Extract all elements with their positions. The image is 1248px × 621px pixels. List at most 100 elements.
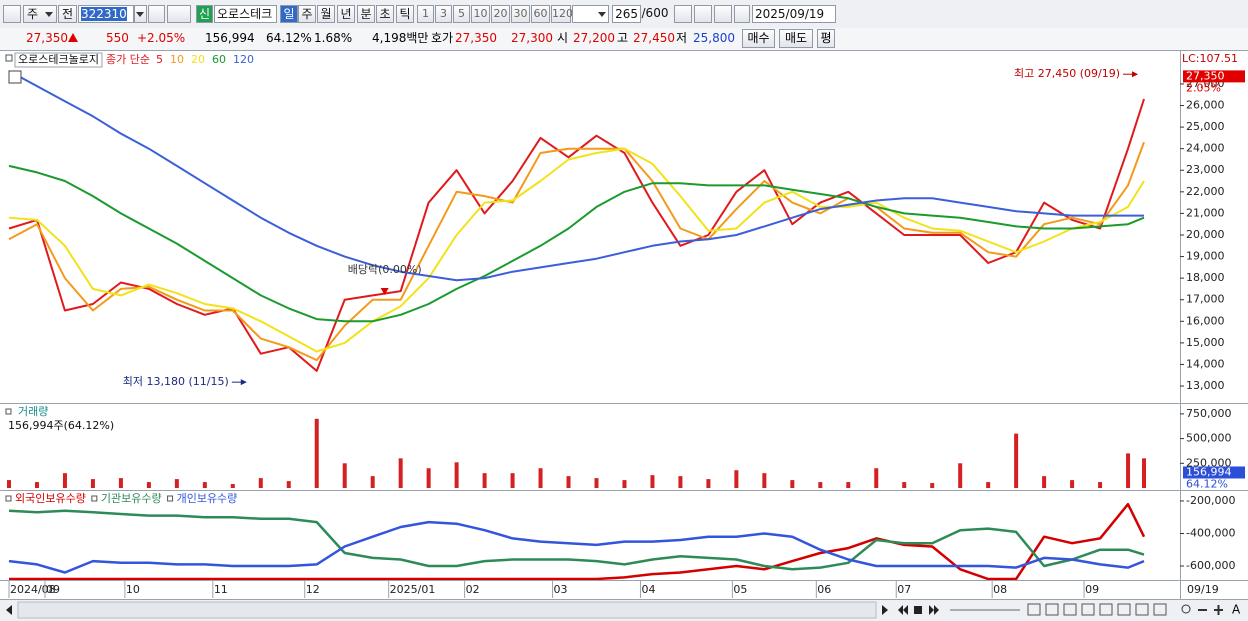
scroll-right[interactable] — [882, 605, 888, 615]
arrow-head — [1132, 71, 1139, 78]
layout-icon[interactable] — [1045, 603, 1059, 616]
volume-bar — [958, 463, 963, 488]
volume-bar — [650, 475, 655, 488]
volume-bar — [1014, 433, 1019, 488]
y-tick-label: 20,000 — [1186, 228, 1225, 241]
y-tick-label: 750,000 — [1186, 407, 1232, 420]
series-line — [9, 502, 1146, 580]
forward[interactable] — [934, 605, 939, 615]
y-tick-label: 26,000 — [1186, 99, 1225, 112]
search-button[interactable] — [148, 5, 165, 23]
volume-bar — [678, 476, 683, 488]
interval-button[interactable]: 10 — [471, 5, 490, 23]
volume-bar — [370, 476, 375, 488]
period-button[interactable]: 월 — [317, 5, 335, 23]
y-tick-label: 23,000 — [1186, 163, 1225, 176]
up-arrow — [68, 33, 78, 42]
x-tick-label: 04 — [641, 583, 655, 596]
interval-button[interactable]: 20 — [491, 5, 510, 23]
rewind[interactable] — [898, 605, 903, 615]
forward[interactable] — [929, 605, 934, 615]
volume-bar — [482, 473, 487, 488]
volume-bar — [510, 473, 515, 488]
menu-icon[interactable] — [3, 5, 21, 23]
volume-bar — [398, 458, 403, 488]
interval-button[interactable]: 3 — [435, 5, 452, 23]
stock-name: 오로스테크 — [214, 5, 277, 23]
layout-icon[interactable] — [1135, 603, 1149, 616]
rewind[interactable] — [903, 605, 908, 615]
layout-icon[interactable] — [1063, 603, 1077, 616]
volume-bar — [902, 482, 907, 488]
scroll-track[interactable] — [17, 601, 877, 619]
sound-button[interactable] — [167, 5, 191, 23]
y-tick-label: 13,000 — [1186, 379, 1225, 392]
volume: 156,994 — [205, 31, 255, 45]
scroll-left[interactable] — [6, 605, 12, 615]
period-button[interactable]: 분 — [357, 5, 375, 23]
y-tick-label: 22,000 — [1186, 185, 1225, 198]
tool-icon[interactable] — [714, 5, 732, 23]
layout-icon[interactable] — [1027, 603, 1041, 616]
count-max: /600 — [641, 6, 669, 20]
stop[interactable] — [914, 606, 922, 614]
change: 550 — [106, 31, 129, 45]
x-tick-label: 05 — [733, 583, 747, 596]
interval-button[interactable]: 120 — [551, 5, 573, 23]
zoom-icon[interactable] — [1181, 604, 1191, 614]
quote-bar-bg — [0, 28, 1248, 50]
period-button[interactable]: 틱 — [396, 5, 414, 23]
legend-item: 60 — [212, 53, 226, 66]
y-tick-label: 17,000 — [1186, 293, 1225, 306]
font-button[interactable]: A — [1232, 603, 1241, 617]
volume-bar — [202, 482, 207, 488]
market-select[interactable]: 주 — [23, 5, 57, 23]
layout-icon[interactable] — [1099, 603, 1113, 616]
buy-button[interactable]: 매수 — [742, 29, 775, 48]
x-tick-label: 06 — [817, 583, 831, 596]
interval-button[interactable]: 30 — [511, 5, 530, 23]
layout-icon[interactable] — [1081, 603, 1095, 616]
x-tick-label: 09 — [1085, 583, 1099, 596]
avg-button[interactable]: 평 — [817, 29, 835, 48]
blank-select[interactable] — [572, 5, 609, 23]
x-tick-label: 2025/01 — [390, 583, 436, 596]
legend-marker — [91, 495, 98, 502]
period-button[interactable]: 년 — [337, 5, 355, 23]
prev-button[interactable]: 전 — [58, 5, 77, 23]
date-input[interactable]: 2025/09/19 — [752, 5, 836, 23]
layout-icon[interactable] — [1117, 603, 1131, 616]
period-button[interactable]: 주 — [298, 5, 316, 23]
count-input[interactable]: 265 — [612, 5, 641, 23]
tool-icon[interactable] — [694, 5, 712, 23]
settings-icon[interactable] — [734, 5, 750, 23]
y-tick-label: 25,000 — [1186, 120, 1225, 133]
period-button[interactable]: 일 — [280, 5, 298, 23]
volume-bar — [706, 479, 711, 488]
legend-marker — [5, 495, 12, 502]
interval-button[interactable]: 60 — [531, 5, 550, 23]
y-tick-label: -600,000 — [1186, 559, 1235, 572]
volume-bar — [566, 476, 571, 488]
layout-icon[interactable] — [1153, 603, 1167, 616]
volume-bar — [986, 482, 991, 488]
interval-button[interactable]: 1 — [417, 5, 434, 23]
volume-ratio: 64.12% — [266, 31, 312, 45]
code-input[interactable]: 322310 — [78, 5, 134, 23]
volume-bar — [762, 473, 767, 488]
volume-bar — [790, 480, 795, 488]
new-badge[interactable]: 신 — [196, 5, 213, 23]
volume-bar — [230, 484, 235, 488]
y-tick-label: -200,000 — [1186, 494, 1235, 507]
series-line — [8, 98, 1145, 372]
volume-bar — [426, 468, 431, 488]
period-button[interactable]: 초 — [376, 5, 394, 23]
last-note: 2.05% — [1186, 81, 1221, 94]
interval-button[interactable]: 5 — [453, 5, 470, 23]
panel-title: 거래량 — [18, 405, 48, 418]
tool-icon[interactable] — [674, 5, 692, 23]
sell-button[interactable]: 매도 — [779, 29, 813, 48]
amount: 4,198백만 — [372, 31, 429, 45]
